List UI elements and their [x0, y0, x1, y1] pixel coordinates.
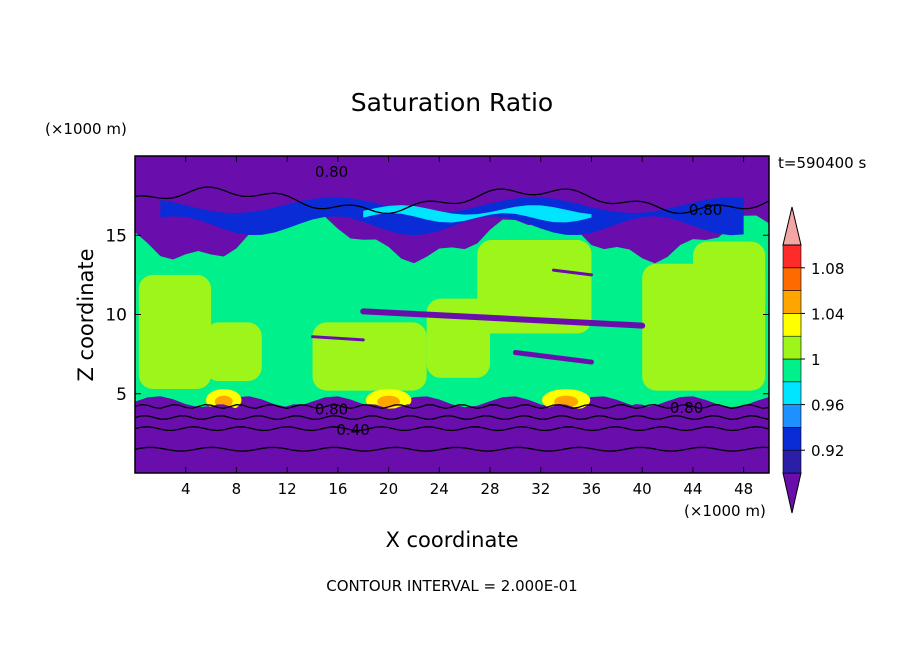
- contour-label: 0.80: [315, 401, 348, 419]
- colorbar-label: 1.08: [811, 260, 844, 278]
- colorbar-box: [782, 244, 802, 269]
- contour-label: 0.80: [689, 201, 722, 219]
- colorbar-box: [782, 335, 802, 360]
- upper-cyan-streak: [363, 205, 592, 223]
- dry-intrusion: [311, 335, 365, 342]
- x-tick-label: 48: [734, 480, 753, 498]
- colorbar-high-triangle: [782, 206, 802, 246]
- dry-intrusion: [551, 268, 593, 277]
- colorbar: 0.92 0.96 1 1.04 1.08: [782, 206, 844, 514]
- warm-dome-core: [377, 395, 401, 408]
- dry-intrusion: [360, 308, 646, 329]
- x-tick-label: 44: [683, 480, 702, 498]
- x-tick-label: 12: [278, 480, 297, 498]
- x-ticks: 4 8 12 16 20 24 28 32 36 40 44 48: [181, 156, 753, 498]
- y-ticks: 5 10 15: [105, 226, 769, 405]
- contour-lines: [134, 186, 770, 452]
- dry-intrusion: [512, 350, 594, 365]
- colorbar-box: [782, 449, 802, 474]
- x-tick-label: 20: [379, 480, 398, 498]
- colorbar-low-triangle: [782, 472, 802, 514]
- x-tick-label: 40: [633, 480, 652, 498]
- contour-line: [134, 415, 770, 421]
- x-tick-label: 32: [531, 480, 550, 498]
- x-axis-label: X coordinate: [385, 528, 519, 552]
- supersaturated-patch: [692, 241, 766, 315]
- x-unit-label: (×1000 m): [684, 502, 766, 520]
- supersaturated-patch: [204, 322, 262, 382]
- y-tick-label: 15: [105, 226, 127, 246]
- contour-interval-footer: CONTOUR INTERVAL = 2.000E-01: [326, 577, 578, 595]
- contour-line: [134, 426, 770, 432]
- contour-label: 0.80: [315, 163, 348, 181]
- colorbar-box: [782, 313, 802, 337]
- colorbar-box: [782, 358, 802, 383]
- supersaturated-patch: [477, 240, 592, 334]
- colorbar-box: [782, 267, 802, 291]
- time-label: t=590400 s: [778, 154, 867, 172]
- y-tick-label: 5: [116, 385, 127, 405]
- contour-line: [134, 446, 770, 452]
- colorbar-box: [782, 381, 802, 405]
- x-tick-label: 28: [480, 480, 499, 498]
- x-tick-label: 16: [328, 480, 347, 498]
- supersaturated-patch: [312, 322, 427, 391]
- y-tick-label: 10: [105, 306, 127, 326]
- supersaturated-patch: [426, 298, 491, 378]
- colorbar-box: [782, 404, 802, 428]
- colorbar-box: [782, 427, 802, 451]
- colorbar-box: [782, 290, 802, 314]
- colorbar-label: 0.96: [811, 397, 844, 415]
- contour-labels: 0.80 0.80 0.80 0.80 0.40: [315, 163, 722, 439]
- y-unit-label: (×1000 m): [45, 120, 127, 138]
- x-tick-label: 8: [232, 480, 242, 498]
- chart-title: Saturation Ratio: [350, 88, 554, 117]
- plot-area: [135, 156, 769, 473]
- colorbar-label: 0.92: [811, 442, 844, 460]
- contour-label: 0.80: [670, 399, 703, 417]
- colorbar-label: 1: [811, 351, 821, 369]
- contour-label: 0.40: [336, 421, 369, 439]
- contour-line: [134, 403, 770, 409]
- x-tick-label: 24: [430, 480, 449, 498]
- x-tick-label: 36: [582, 480, 601, 498]
- contour-line: [134, 186, 770, 215]
- lower-dry-layer: [135, 404, 769, 473]
- colorbar-label: 1.04: [811, 305, 844, 323]
- supersaturated-patch: [138, 274, 212, 389]
- x-tick-label: 4: [181, 480, 191, 498]
